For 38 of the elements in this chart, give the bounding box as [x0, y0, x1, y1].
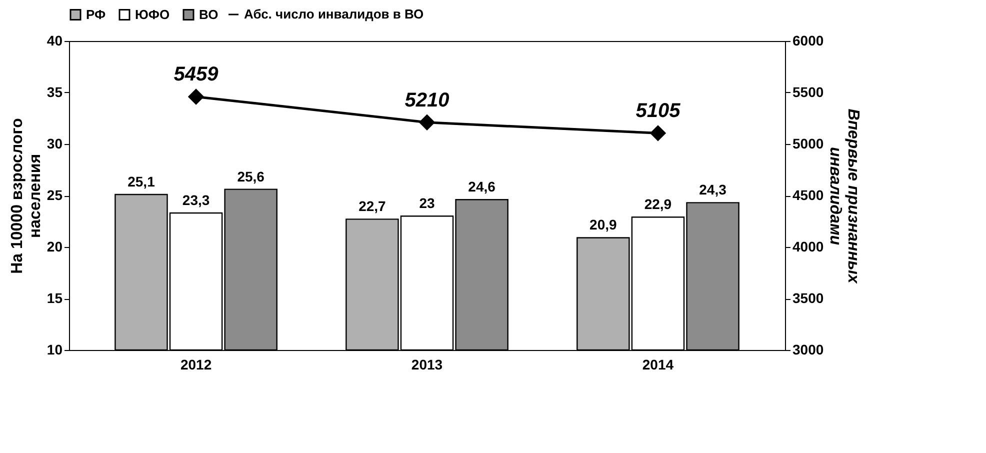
data-label: 22,9 — [644, 196, 672, 212]
y2-tick-label: 3000 — [792, 342, 824, 358]
data-label: 5459 — [174, 64, 220, 86]
y-tick-label: 10 — [46, 342, 63, 358]
data-label: 5210 — [404, 89, 450, 112]
data-label: 25,6 — [237, 168, 265, 184]
point — [419, 114, 435, 130]
y2-tick-label: 3500 — [792, 290, 824, 306]
x-tick-label: 2014 — [642, 356, 674, 372]
data-label: 20,9 — [590, 216, 617, 233]
y2-tick-label: 5000 — [792, 136, 824, 152]
data-label: 22,7 — [358, 198, 386, 214]
point — [188, 89, 204, 104]
y-tick-label: 40 — [46, 32, 63, 48]
y2-tick-label: 5500 — [792, 84, 824, 100]
data-label: 23,3 — [182, 192, 210, 208]
data-label: 25,1 — [128, 173, 156, 190]
x-tick-label: 2012 — [180, 356, 212, 372]
data-label: 24,6 — [468, 178, 496, 195]
y-tick-label: 20 — [46, 238, 63, 254]
legend-label: ВО — [199, 6, 218, 22]
y-tick-label: 30 — [46, 136, 63, 152]
data-label: 5105 — [636, 100, 682, 122]
point — [650, 125, 666, 141]
y-tick-label: 35 — [46, 84, 63, 100]
data-label: 24,3 — [699, 182, 727, 198]
y-axis-title: На 10000 взрослого населения — [8, 118, 44, 274]
y-tick-label: 15 — [46, 290, 63, 306]
y2-axis-title: Впервые признанных инвалидами — [826, 108, 862, 284]
y-tick-label: 25 — [46, 187, 63, 203]
y2-tick-label: 4000 — [792, 238, 824, 254]
data-label: 23 — [419, 195, 435, 212]
y2-tick-label: 4500 — [792, 187, 824, 203]
legend-label: ЮФО — [135, 6, 170, 22]
x-tick-label: 2013 — [411, 356, 443, 372]
legend-label: РФ — [86, 6, 106, 22]
y2-tick-label: 6000 — [792, 32, 824, 48]
legend-label: Абс. число инвалидов в ВО — [244, 6, 424, 22]
